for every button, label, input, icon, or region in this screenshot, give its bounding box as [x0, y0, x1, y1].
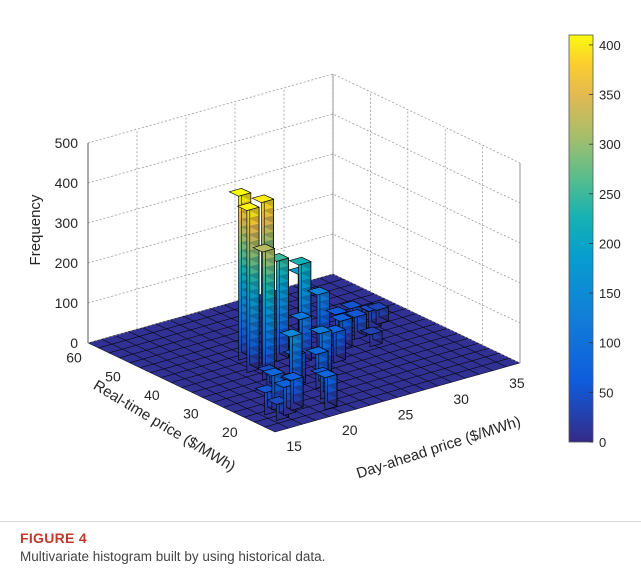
colorbar-tick-label: 350 [599, 88, 621, 103]
histogram-3d-chart: Frequency Day-ahead price ($/MWh) Real-t… [27, 34, 621, 482]
wall-gridline [87, 113, 521, 204]
x-tick-label: 25 [398, 407, 414, 423]
colorbar-rect [568, 34, 594, 443]
x-tick-label: 20 [342, 422, 358, 438]
bar-top-face [288, 256, 312, 266]
bar-top-face [261, 367, 285, 377]
y-tick-label: 50 [105, 368, 121, 384]
bar-top-face [236, 202, 260, 211]
wall-gridline [87, 233, 521, 324]
figure-label: FIGURE 4 [20, 530, 87, 546]
colorbar-tick-label: 250 [599, 187, 621, 202]
bar-top-face [305, 346, 329, 355]
x-axis-label: Day-ahead price ($/MWh) [354, 413, 523, 482]
bar-top-face [309, 325, 333, 335]
colorbar-tick-label: 100 [599, 336, 621, 351]
z-tick-label: 300 [55, 215, 79, 231]
bar-top-face [314, 369, 338, 379]
z-tick-label: 400 [55, 175, 79, 191]
y-tick-label: 60 [66, 350, 82, 366]
histogram-bar [322, 324, 347, 364]
histogram-bar [236, 202, 260, 373]
x-tick-label: 30 [453, 391, 469, 407]
bar-top-face [344, 309, 368, 318]
z-tick-label: 200 [55, 255, 79, 271]
z-tick-label: 0 [70, 335, 78, 351]
histogram-bar [365, 302, 390, 325]
wall-gridline [87, 153, 521, 244]
y-tick-label: 30 [183, 405, 199, 421]
colorbar-tick-label: 150 [599, 286, 621, 301]
bar-top-face [339, 300, 363, 310]
bars-group [228, 187, 390, 421]
colorbar: 0 50 100 150 200 250 300 350 400 [568, 34, 621, 450]
bar-top-face [365, 302, 390, 311]
figure-caption: FIGURE 4 Multivariate histogram built by… [20, 530, 621, 564]
bar-top-face [228, 187, 252, 197]
z-tick-label: 100 [55, 295, 79, 311]
wall-gridline [87, 73, 521, 164]
histogram-bar [314, 369, 338, 411]
bar-top-face [252, 243, 276, 253]
figure-caption-text: Multivariate histogram built by using hi… [20, 549, 326, 564]
bar-top-face [359, 326, 384, 336]
wall-gridlines [87, 73, 521, 364]
histogram-bar [280, 372, 304, 411]
wall-gridline [87, 273, 521, 364]
bar-top-face [306, 286, 331, 296]
bar-top-face [279, 328, 303, 338]
y-tick-label: 40 [144, 387, 160, 403]
bar-top-face [325, 306, 349, 316]
bar-top-face [280, 372, 304, 381]
bar-top-face [251, 194, 275, 204]
colorbar-tick-label: 0 [599, 435, 606, 450]
colorbar-tick-label: 50 [599, 385, 613, 400]
x-tick-label: 15 [286, 438, 302, 454]
y-tick-label: 20 [222, 424, 238, 440]
z-axis-label: Frequency [27, 194, 44, 265]
x-tick-label: 35 [509, 375, 525, 391]
colorbar-tick-label: 400 [599, 38, 621, 53]
figure-panel: Frequency Day-ahead price ($/MWh) Real-t… [0, 34, 641, 522]
colorbar-tick-label: 300 [599, 137, 621, 152]
z-tick-label: 500 [55, 135, 79, 151]
histogram-bar [359, 326, 384, 348]
colorbar-tick-label: 200 [599, 236, 621, 251]
bar-top-face [329, 313, 353, 322]
histogram-bar [279, 328, 303, 394]
bar-top-face [289, 311, 313, 321]
wall-gridline [87, 193, 521, 284]
